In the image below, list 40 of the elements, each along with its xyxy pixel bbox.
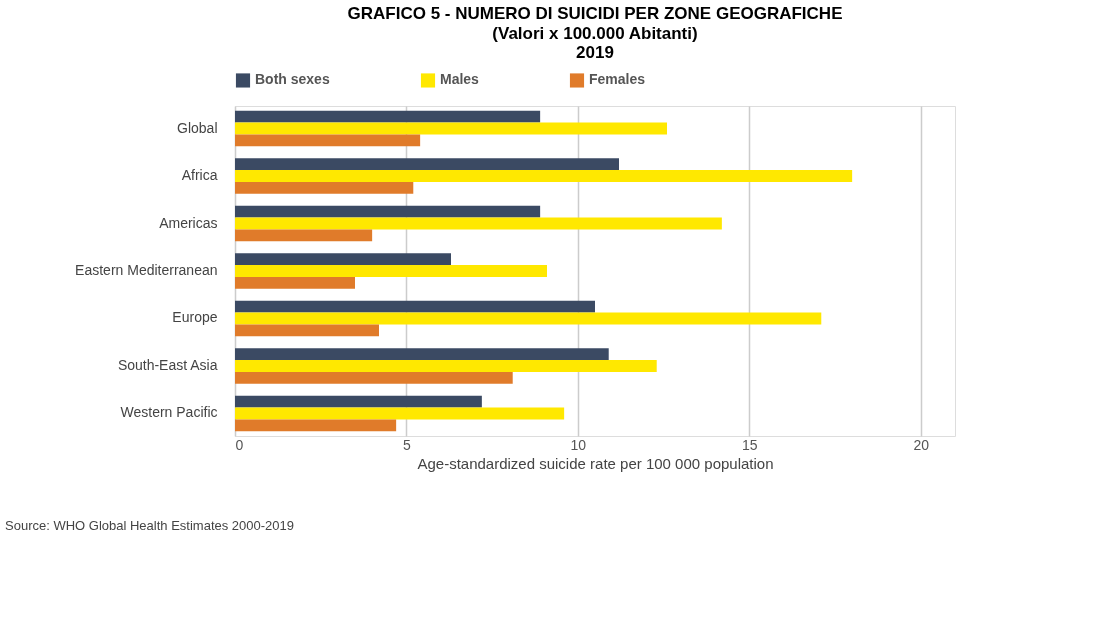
bar [235,122,667,135]
y-tick-label: Western Pacific [120,404,218,421]
chart-subtitle: (Valori x 100.000 Abitanti) 2019 [492,24,698,62]
x-tick-label: 0 [235,436,244,453]
bar [235,229,373,242]
bar [235,217,722,230]
bar [235,312,822,325]
bar [235,300,595,313]
bar [235,170,853,182]
bar [235,419,397,432]
legend-label: Both sexes [255,71,330,88]
x-tick-label: 15 [742,436,758,453]
y-tick-label: Eastern Mediterranean [75,262,218,278]
bar [235,253,451,266]
bar [235,371,513,384]
bar [235,134,421,147]
source-note: Source: WHO Global Health Estimates 2000-2019 [5,518,295,533]
chart-title: GRAFICO 5 - NUMERO DI SUICIDI PER ZONE GEOGRAFICHE [347,4,843,23]
y-tick-label: Americas [159,214,218,231]
bar [235,276,355,289]
bar [235,348,609,361]
y-tick-label: Europe [172,309,218,326]
bar [235,181,414,194]
legend-label: Females [589,71,646,88]
x-tick-label: 5 [403,436,412,453]
bar [235,324,379,337]
bar [235,265,547,277]
x-tick-label: 20 [913,436,930,453]
x-tick-label: 10 [570,436,587,453]
bar [235,110,541,123]
y-tick-label: South-East Asia [117,356,218,373]
bar [235,360,657,372]
bar [235,407,565,420]
legend-label: Males [440,71,480,88]
bar [235,158,619,171]
y-tick-label: Africa [181,167,218,184]
x-axis-title: Age-standardized suicide rate per 100 000 population [417,454,774,472]
bar [235,205,541,218]
bar [235,395,482,408]
y-tick-label: Global [177,119,218,136]
